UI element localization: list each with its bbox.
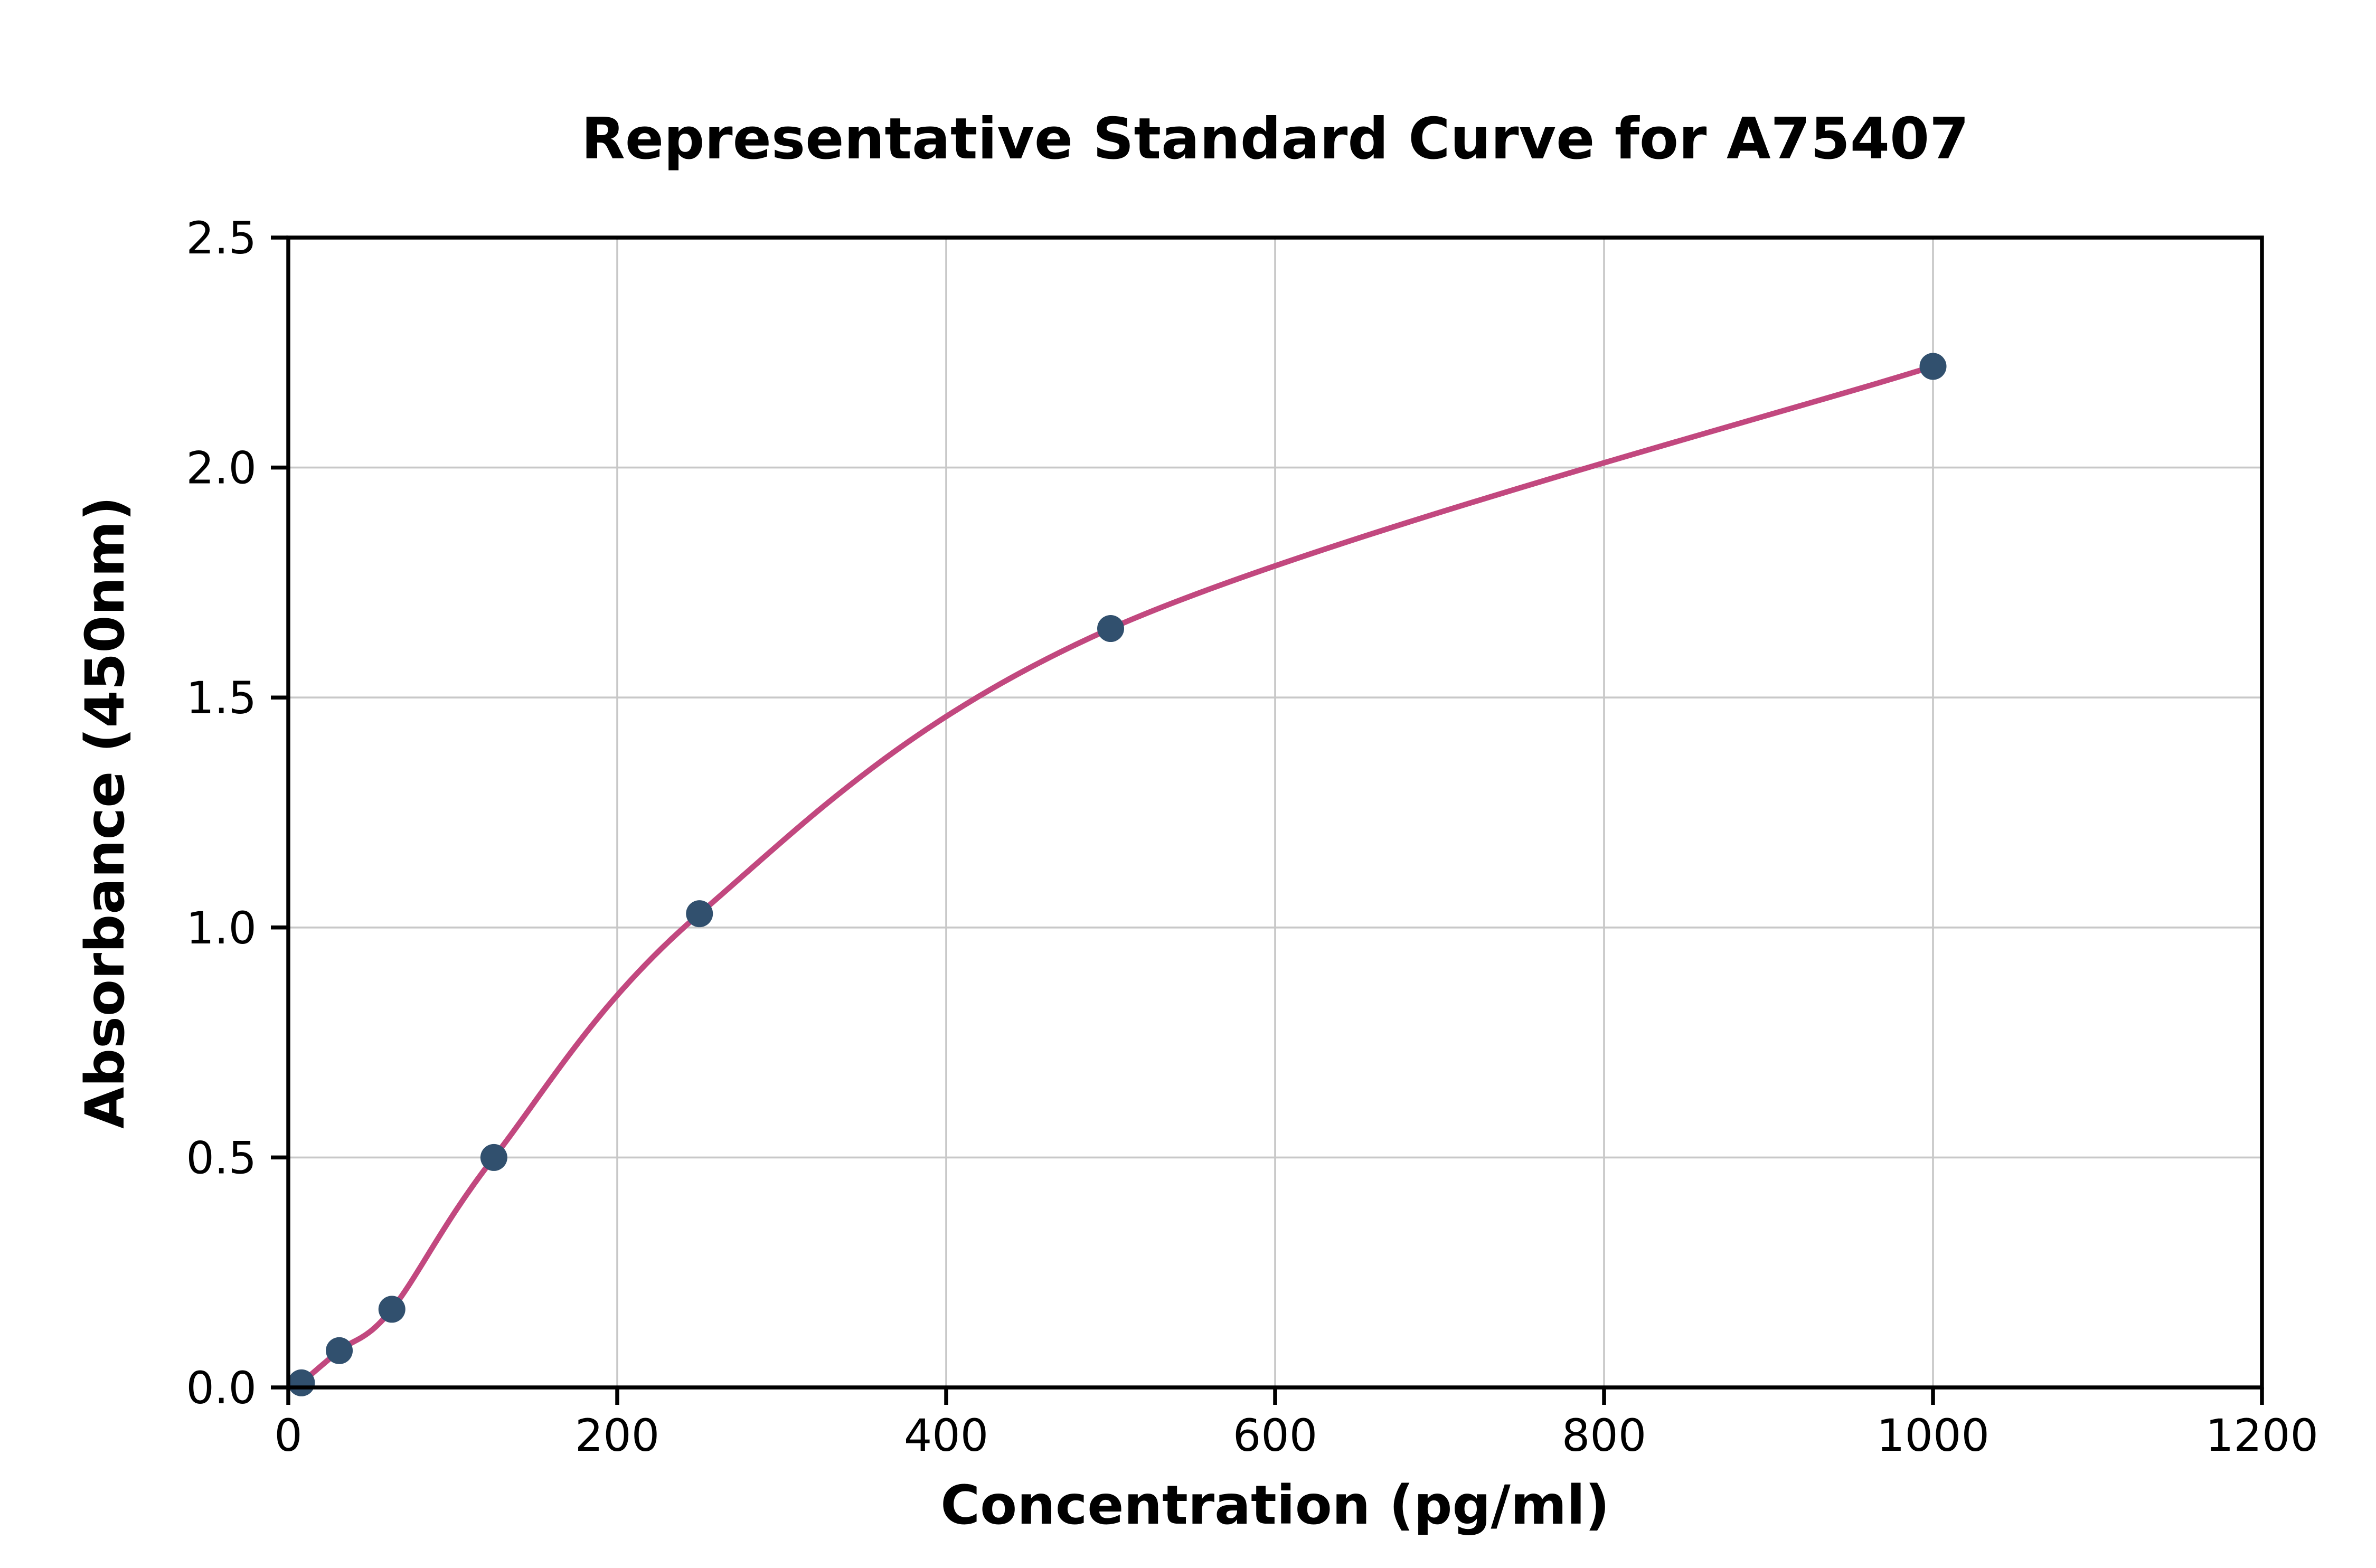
- fit-curve: [298, 363, 1936, 1386]
- data-point: [1919, 353, 1947, 380]
- x-tick-label: 1000: [1877, 1410, 1990, 1461]
- y-tick-label: 2.0: [186, 442, 257, 494]
- data-point: [326, 1337, 353, 1364]
- y-tick-label: 0.5: [186, 1132, 257, 1184]
- plot-border: [286, 235, 2264, 1390]
- y-tick-label: 1.0: [186, 902, 257, 954]
- data-point: [288, 1369, 315, 1396]
- x-tick-label: 600: [1233, 1410, 1317, 1461]
- grid-layer: [288, 238, 2262, 1387]
- x-tick-label: 800: [1562, 1410, 1646, 1461]
- x-axis-label: Concentration (pg/ml): [940, 1474, 1609, 1537]
- x-tick-label: 200: [575, 1410, 659, 1461]
- data-point: [1097, 615, 1124, 643]
- y-tick-label: 2.5: [186, 212, 257, 264]
- x-tick-label: 1200: [2205, 1410, 2318, 1461]
- y-tick-label: 0.0: [186, 1362, 257, 1414]
- data-point: [480, 1144, 507, 1171]
- axes-layer: 0 200 400 600 800 1000 1200 0.0 0.5 1.0 1.5 2.0 2.5: [186, 212, 2318, 1461]
- data-point: [378, 1296, 406, 1323]
- data-point: [686, 900, 713, 928]
- y-axis-label: Absorbance (450nm): [74, 496, 137, 1129]
- curve-layer: [298, 363, 1936, 1386]
- points-layer: [288, 353, 1947, 1396]
- x-tick-label: 400: [904, 1410, 988, 1461]
- y-tick-label: 1.5: [186, 672, 257, 724]
- x-tick-label: 0: [274, 1410, 302, 1461]
- chart-title: Representative Standard Curve for A75407: [581, 106, 1969, 172]
